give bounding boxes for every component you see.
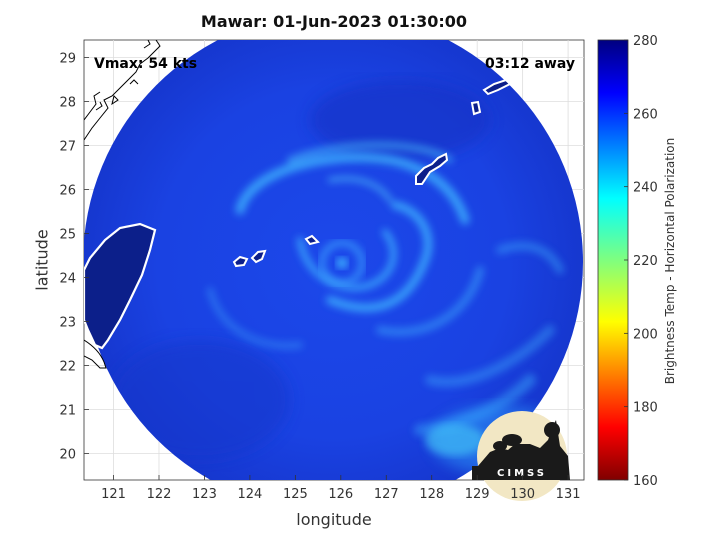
x-tick-label: 129 <box>465 487 490 502</box>
colorbar-ticks: 280 260 240 220 200 180 160 <box>624 34 658 489</box>
x-tick-label: 126 <box>328 487 353 502</box>
y-tick-label: 20 <box>59 448 76 463</box>
colorbar-tick-label: 200 <box>633 327 658 342</box>
coastline <box>84 40 161 141</box>
map-title: Mawar: 01-Jun-2023 01:30:00 <box>200 12 468 31</box>
x-tick-label: 128 <box>419 487 444 502</box>
y-tick-label: 27 <box>59 140 76 155</box>
y-axis: 20 21 22 23 24 25 26 27 28 29 <box>59 52 89 463</box>
y-tick-label: 25 <box>59 228 76 243</box>
y-tick-label: 26 <box>59 184 76 199</box>
y-tick-label: 28 <box>59 96 76 111</box>
y-tick-label: 29 <box>59 52 76 67</box>
x-tick-label: 124 <box>237 487 262 502</box>
x-tick-label: 121 <box>101 487 126 502</box>
cimss-logo: CIMSS <box>472 411 570 501</box>
taiwan-landmass <box>84 222 157 350</box>
colorbar-tick-label: 160 <box>633 474 658 489</box>
time-away-label: 03:12 away <box>485 56 575 72</box>
microwave-swath <box>84 40 583 480</box>
y-tick-label: 21 <box>59 404 76 419</box>
x-tick-label: 123 <box>192 487 217 502</box>
x-tick-label: 122 <box>147 487 172 502</box>
rainbands <box>207 142 564 436</box>
colorbar <box>597 39 629 481</box>
x-axis: 121 122 123 124 125 126 127 128 129 130 131 <box>101 475 581 502</box>
colorbar-tick-label: 240 <box>633 181 658 196</box>
x-axis-label: longitude <box>296 510 372 529</box>
vmax-label: Vmax: 54 kts <box>94 56 197 72</box>
x-tick-label: 131 <box>556 487 581 502</box>
x-tick-label: 127 <box>374 487 399 502</box>
x-tick-label: 130 <box>510 487 535 502</box>
islands <box>232 78 512 268</box>
colorbar-tick-label: 180 <box>633 401 658 416</box>
colorbar-label: Brightness Temp - Horizontal Polarizatio… <box>663 137 677 385</box>
colorbar-tick-label: 260 <box>633 107 658 122</box>
y-tick-label: 22 <box>59 360 76 375</box>
colorbar-tick-label: 280 <box>633 34 658 49</box>
y-axis-label: latitude <box>32 229 52 291</box>
y-tick-label: 24 <box>59 272 76 287</box>
y-tick-label: 23 <box>59 316 76 331</box>
cimss-logo-text: CIMSS <box>497 468 547 479</box>
x-tick-label: 125 <box>283 487 308 502</box>
colorbar-tick-label: 220 <box>633 254 658 269</box>
